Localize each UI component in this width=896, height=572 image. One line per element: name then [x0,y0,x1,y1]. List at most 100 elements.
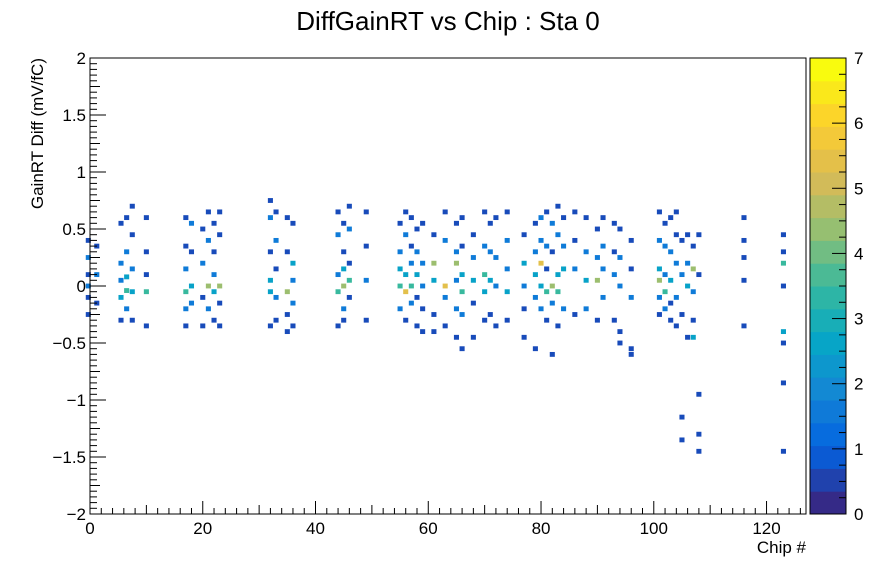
heatmap-cell [679,414,685,420]
heatmap-cell [290,300,296,306]
heatmap-cell [617,329,623,335]
heatmap-cell [487,277,493,283]
heatmap-cell [521,306,527,312]
heatmap-cell [470,300,476,306]
heatmap-cell [549,283,555,289]
heatmap-cell [284,329,290,335]
heatmap-cell [600,215,606,221]
heatmap-cell [668,277,674,283]
heatmap-cell [403,317,409,323]
heatmap-cell [617,226,623,232]
y-tick-label: −0.5 [52,334,86,353]
heatmap-cell [143,323,149,329]
heatmap-cell [493,323,499,329]
heatmap-cell [267,277,273,283]
colorbar: 0 1 2 3 4 5 6 7 [809,49,863,524]
heatmap-cell [188,220,195,226]
heatmap-cell [690,289,696,295]
heatmap-cell [442,294,448,300]
heatmap-cell [414,323,420,329]
heatmap-cell [780,260,786,266]
heatmap-cell [656,266,662,272]
heatmap-cell [217,209,223,215]
heatmap-cell [420,220,426,226]
heatmap-cell [290,220,296,226]
colorbar-tick-label: 3 [854,310,863,329]
colorbar-tick-label: 6 [854,114,863,133]
heatmap-cell [205,283,211,289]
heatmap-cell [673,260,679,266]
heatmap-cell [403,232,409,238]
heatmap-cell [85,272,91,278]
heatmap-cell [673,323,679,329]
heatmap-cell [431,232,437,238]
colorbar-band [810,422,846,447]
heatmap-cell [183,323,189,329]
heatmap-cell [611,220,617,226]
heatmap-cell [205,306,211,312]
heatmap-cell [273,237,279,243]
heatmap-cell [493,255,499,260]
colorbar-tick-label: 7 [854,49,863,68]
heatmap-cell [290,260,296,266]
heatmap-cell [200,226,206,232]
heatmap-cell [129,232,135,238]
heatmap-cell [346,260,352,266]
heatmap-cell [442,283,448,289]
heatmap-cell [129,203,135,209]
heatmap-cell [442,209,448,215]
heatmap-cell [267,289,273,295]
heatmap-cell [290,277,296,283]
heatmap-cell [284,215,290,221]
heatmap-cell [431,277,437,283]
colorbar-tick-label: 5 [854,179,863,198]
heatmap-cell [408,300,414,306]
heatmap-cell [572,266,578,272]
heatmap-cell [143,249,149,255]
heatmap-cell [662,272,668,278]
heatmap-cell [532,294,538,300]
heatmap-cell [696,391,702,397]
heatmap-cell [470,232,476,238]
heatmap-cell [397,220,403,226]
heatmap-cell [538,215,544,221]
heatmap-cell [335,209,341,215]
heatmap-cell [696,232,702,238]
colorbar-tick-label: 4 [854,244,863,263]
heatmap-cell [335,272,341,278]
heatmap-cell [335,232,341,238]
heatmap-cell [397,266,403,272]
colorbar-band [810,149,846,173]
heatmap-cell [273,266,279,272]
heatmap-cell [217,232,223,238]
heatmap-cell [183,243,189,249]
heatmap-cell [85,312,91,317]
heatmap-cell [561,266,567,272]
heatmap-cell [532,272,538,278]
heatmap-cell [628,294,634,300]
heatmap-cell [656,312,662,317]
colorbar-band [810,286,846,310]
colorbar-tick-label: 0 [854,505,863,524]
heatmap-cell [549,249,555,255]
heatmap-cell [662,243,668,249]
heatmap-cell [555,323,561,329]
heatmap-cell [741,237,747,243]
heatmap-cell [205,237,211,243]
heatmap-cell [611,272,617,278]
x-axis-label: Chip # [757,538,807,557]
heatmap-cell [267,249,273,255]
heatmap-cell [780,283,786,289]
heatmap-cell [696,448,702,454]
heatmap-cell [129,317,135,323]
heatmap-cell [685,260,691,266]
heatmap-cell [335,289,341,295]
heatmap-cell [431,329,437,335]
heatmap-cell [284,289,290,295]
heatmap-cell [668,215,674,221]
heatmap-cell [572,209,578,215]
heatmap-cell [346,294,352,300]
heatmap-cell [346,203,352,209]
heatmap-cell [200,294,206,300]
heatmap-cell [118,220,124,226]
